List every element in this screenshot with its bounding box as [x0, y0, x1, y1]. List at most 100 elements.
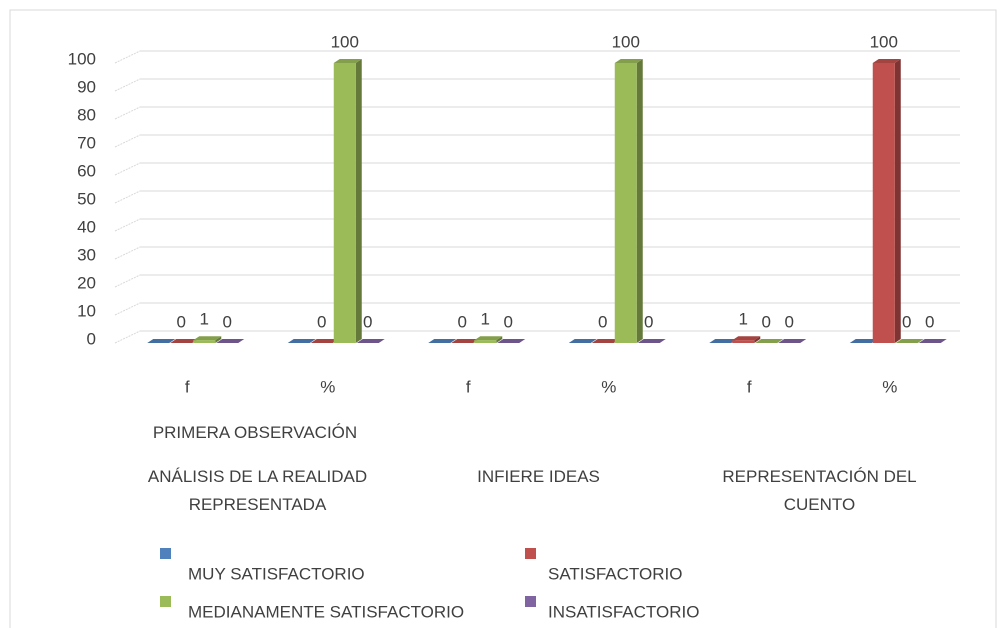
- bar-top: [216, 339, 245, 343]
- grid-line-side: [114, 274, 141, 288]
- y-tick-label: 30: [77, 245, 96, 264]
- bar-front: [474, 340, 497, 343]
- y-tick-label: 20: [77, 273, 96, 292]
- x-tick-label: %: [320, 377, 335, 396]
- bar-front: [333, 63, 356, 343]
- bar: [170, 339, 199, 343]
- grid-line-side: [114, 78, 141, 92]
- data-label: 100: [870, 32, 898, 51]
- data-label: 1: [481, 310, 490, 329]
- bar-top: [895, 339, 924, 343]
- data-label: 0: [785, 312, 794, 331]
- legend-label: MEDIANAMENTE SATISFACTORIO: [188, 602, 464, 621]
- x-tick-label: %: [601, 377, 616, 396]
- bar-top: [614, 59, 643, 63]
- y-tick-label: 60: [77, 161, 96, 180]
- bar: [778, 339, 807, 343]
- bar: [497, 339, 526, 343]
- bar-top: [356, 339, 385, 343]
- bar: [193, 336, 222, 343]
- grid-line-side: [114, 246, 141, 260]
- bar-top: [568, 339, 597, 343]
- bar-top: [918, 339, 947, 343]
- data-label: 0: [504, 312, 513, 331]
- y-tick-label: 0: [87, 329, 96, 348]
- bar: [568, 339, 597, 343]
- data-label: 0: [598, 312, 607, 331]
- bar: [637, 339, 666, 343]
- bar-top: [872, 59, 901, 63]
- legend-swatch: [525, 548, 536, 559]
- grid-line-side: [114, 218, 141, 232]
- bar-top: [287, 339, 316, 343]
- x-tick-label: %: [882, 377, 897, 396]
- legend-label: MUY SATISFACTORIO: [188, 564, 365, 583]
- legend-label: SATISFACTORIO: [548, 564, 682, 583]
- bar: [895, 339, 924, 343]
- bar-side: [894, 59, 901, 343]
- bar: [428, 339, 457, 343]
- bar-top: [310, 339, 339, 343]
- bar: [614, 59, 643, 343]
- chart-border: [9, 9, 997, 628]
- x-tick-label: f: [185, 377, 190, 396]
- grid-line-side: [114, 50, 141, 64]
- group-label: REPRESENTACIÓN DEL CUENTO: [722, 467, 917, 514]
- bar-side: [496, 336, 503, 343]
- bar-top: [637, 339, 666, 343]
- y-tick-label: 40: [77, 217, 96, 236]
- bar-top: [193, 336, 222, 341]
- legend-swatch: [160, 548, 171, 559]
- y-tick-label: 50: [77, 189, 96, 208]
- data-label: 1: [739, 310, 748, 329]
- bar: [474, 336, 503, 343]
- bar-front: [872, 63, 895, 343]
- data-label: 0: [762, 312, 771, 331]
- bar-top: [428, 339, 457, 343]
- bar: [356, 339, 385, 343]
- legend-label: INSATISFACTORIO: [548, 602, 699, 621]
- data-label: 0: [177, 312, 186, 331]
- group-label: INFIERE IDEAS: [477, 467, 600, 486]
- bar-top: [170, 339, 199, 343]
- bar-front: [614, 63, 637, 343]
- data-label: 100: [612, 32, 640, 51]
- bar-top: [333, 59, 362, 63]
- bar-side: [355, 59, 362, 343]
- bar-front: [732, 340, 755, 343]
- data-label: 0: [644, 312, 653, 331]
- bar-top: [147, 339, 176, 343]
- bar-top: [755, 339, 784, 343]
- bar: [310, 339, 339, 343]
- bar: [216, 339, 245, 343]
- bar-top: [591, 339, 620, 343]
- bar: [872, 59, 901, 343]
- data-label: 1: [200, 310, 209, 329]
- data-label: 0: [902, 312, 911, 331]
- data-label: 100: [331, 32, 359, 51]
- bar-top: [778, 339, 807, 343]
- grid-line-side: [114, 302, 141, 316]
- bar-top: [709, 339, 738, 343]
- group-label: ANÁLISIS DE LA REALIDAD REPRESENTADA: [147, 467, 368, 514]
- bar-front: [193, 340, 216, 343]
- y-tick-label: 90: [77, 77, 96, 96]
- y-tick-label: 70: [77, 133, 96, 152]
- bar: [451, 339, 480, 343]
- bar: [732, 336, 761, 343]
- bar: [591, 339, 620, 343]
- bar: [333, 59, 362, 343]
- legend-swatch: [160, 596, 171, 607]
- bar: [709, 339, 738, 343]
- data-label: 0: [317, 312, 326, 331]
- data-label: 0: [363, 312, 372, 331]
- bar: [147, 339, 176, 343]
- bar-top: [474, 336, 503, 341]
- bar: [918, 339, 947, 343]
- group-title: PRIMERA OBSERVACIÓN: [152, 423, 358, 442]
- y-tick-label: 100: [68, 49, 96, 68]
- grid-line-side: [114, 190, 141, 204]
- grid-line-side: [114, 134, 141, 148]
